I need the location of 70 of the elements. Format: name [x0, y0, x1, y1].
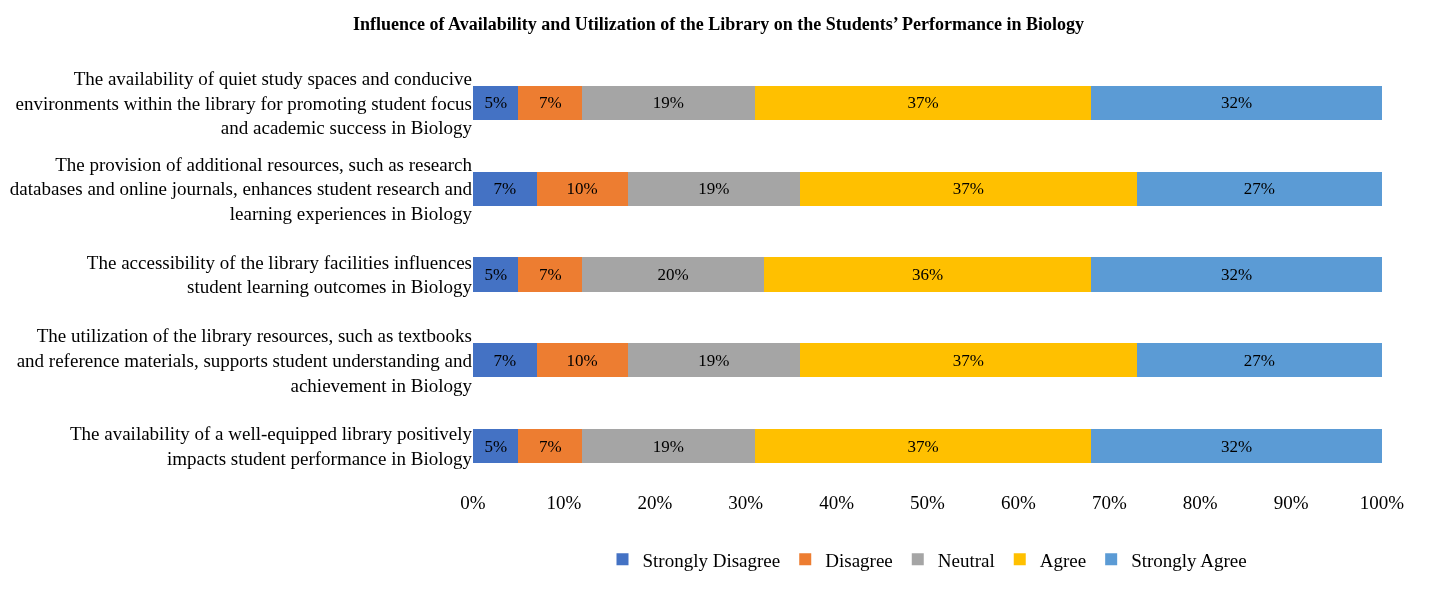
data-label: 5% — [484, 436, 508, 456]
data-label: 37% — [907, 93, 939, 113]
bar — [582, 257, 764, 292]
y-tick-label: The availability of a well-equipped library positively impacts student performance in Biology — [69, 423, 473, 470]
bar — [536, 343, 628, 378]
legend-label: Disagree — [825, 549, 893, 571]
y-tick-label: The availability of quiet study spaces and conducive environments within the library for promoting student focus and academic success in Biology — [15, 67, 473, 139]
data-label: 20% — [657, 265, 689, 284]
data-label: 7% — [493, 350, 517, 370]
x-tick-label: 70% — [1091, 492, 1127, 513]
data-label: 37% — [952, 350, 984, 370]
data-label: 37% — [952, 179, 984, 199]
data-label: 7% — [493, 179, 517, 199]
bar — [754, 85, 1092, 121]
x-tick-label: 40% — [819, 492, 855, 513]
bar — [473, 343, 537, 378]
x-tick-label: 10% — [546, 492, 582, 513]
bar — [536, 171, 628, 206]
bar — [518, 428, 583, 464]
data-label: 7% — [538, 93, 562, 113]
data-label: 32% — [1220, 436, 1253, 456]
y-tick-label: The provision of additional resources, such as research databases and online journals, enhances student research and learning experiences in Biology — [9, 153, 473, 225]
x-tick-label: 60% — [1000, 492, 1036, 513]
data-label: 32% — [1220, 93, 1253, 113]
bar — [1091, 85, 1382, 121]
data-label: 19% — [652, 93, 685, 113]
x-tick-label: 30% — [728, 492, 764, 513]
x-tick-label: 50% — [910, 492, 946, 513]
data-label: 19% — [652, 436, 685, 456]
bar — [1136, 171, 1382, 206]
data-label: 27% — [1243, 179, 1275, 199]
x-tick-label: 0% — [460, 492, 486, 513]
bar — [518, 85, 583, 121]
data-label: 7% — [538, 265, 562, 284]
x-tick-label: 80% — [1182, 492, 1218, 513]
bar — [473, 257, 519, 292]
x-tick-label: 90% — [1273, 492, 1309, 513]
x-tick-label: 20% — [637, 492, 673, 513]
legend-label: Strongly Agree — [1131, 549, 1247, 571]
data-label: 10% — [566, 350, 598, 370]
bar — [800, 171, 1137, 206]
y-tick-label: The utilization of the library resources, such as textbooks and reference materials, supports student understanding and achievement in Biology — [16, 325, 473, 396]
bar — [518, 257, 583, 292]
data-label: 27% — [1243, 350, 1275, 370]
bar — [763, 257, 1092, 292]
bar — [627, 171, 801, 206]
x-tick-label: 100% — [1359, 492, 1405, 513]
bar — [582, 85, 755, 121]
data-label: 5% — [484, 93, 508, 113]
data-label: 36% — [911, 265, 944, 284]
data-label: 37% — [907, 436, 939, 456]
data-label: 5% — [484, 265, 508, 284]
y-tick-label: The accessibility of the library facilities influences student learning outcomes in Biology — [86, 251, 473, 298]
data-label: 19% — [698, 179, 730, 199]
legend-label: Strongly Disagree — [642, 549, 781, 571]
data-label: 19% — [698, 350, 730, 370]
legend-label: Agree — [1039, 549, 1087, 571]
chart-title: Influence of Availability and Utilization of the Library on the Students’ Performance in Biology — [353, 14, 1084, 35]
bar — [754, 428, 1092, 464]
data-label: 7% — [538, 436, 562, 456]
bar — [1091, 257, 1382, 292]
data-label: 32% — [1220, 265, 1253, 284]
bar — [800, 343, 1137, 378]
data-label: 10% — [566, 179, 598, 199]
bar — [582, 428, 755, 464]
bar — [627, 343, 801, 378]
legend-label: Neutral — [937, 549, 995, 571]
bar — [1136, 343, 1382, 378]
bar — [473, 171, 537, 206]
bar — [1091, 428, 1382, 464]
